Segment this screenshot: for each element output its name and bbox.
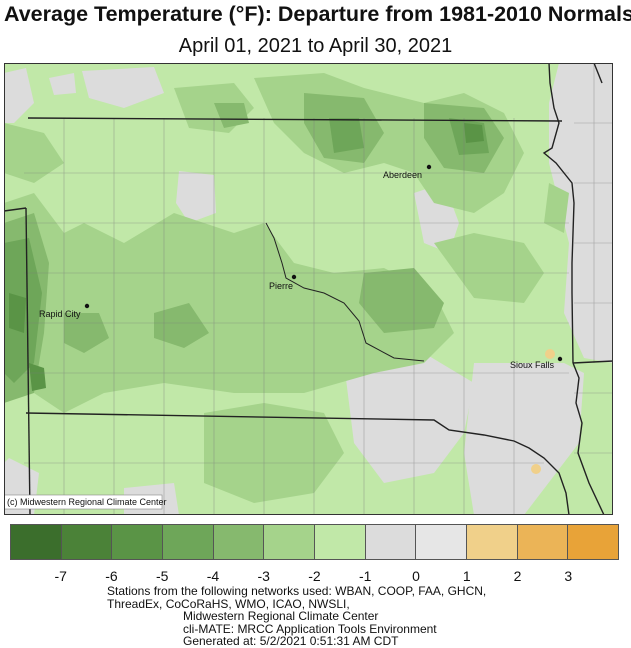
legend-swatch — [112, 525, 164, 559]
legend-swatch — [517, 525, 569, 559]
near-normal-areas — [4, 63, 613, 515]
city-dot-pierre — [291, 274, 297, 280]
legend-swatch — [416, 525, 468, 559]
city-dot-sioux-falls — [557, 356, 563, 362]
legend-swatch — [365, 525, 417, 559]
city-label-pierre: Pierre — [269, 281, 293, 291]
city-label-sioux-falls: Sioux Falls — [510, 360, 555, 370]
legend-tick-label: -7 — [54, 568, 67, 584]
footer-line: Generated at: 5/2/2021 0:51:31 AM CDT — [183, 634, 399, 648]
color-legend — [10, 524, 619, 560]
footer-line: Midwestern Regional Climate Center — [183, 609, 379, 623]
map-frame — [4, 63, 613, 515]
legend-swatch — [568, 525, 619, 559]
legend-tick-label: -3 — [257, 568, 270, 584]
legend-tick-label: -2 — [308, 568, 321, 584]
county-boundaries — [24, 63, 613, 515]
map-title: Average Temperature (°F): Departure from… — [4, 2, 631, 26]
legend-swatch — [467, 525, 518, 559]
map-subtitle: April 01, 2021 to April 30, 2021 — [178, 35, 453, 57]
credit-text: (c) Midwestern Regional Climate Center — [7, 497, 167, 507]
legend-tick-label: -5 — [156, 568, 169, 584]
coldest-anomaly-areas — [9, 123, 484, 391]
legend-swatch — [163, 525, 214, 559]
legend-tick-label: 3 — [564, 568, 573, 584]
footer-notes: Stations from the following networks use… — [107, 585, 486, 648]
legend-tick-label: 0 — [412, 568, 420, 584]
legend-swatch — [11, 525, 62, 559]
credit-box — [4, 494, 163, 510]
legend-tick-label: 2 — [513, 568, 522, 584]
footer-line: cli-MATE: MRCC Application Tools Environ… — [183, 621, 437, 636]
warm-anomaly-areas — [531, 349, 555, 474]
city-label-rapid-city: Rapid City — [39, 309, 81, 319]
legend-tick-label: 1 — [462, 568, 471, 584]
city-dot-aberdeen — [426, 164, 432, 170]
legend-tick-label: -4 — [206, 568, 220, 584]
city-dot-rapid-city — [84, 303, 90, 309]
state-boundaries — [4, 63, 613, 515]
legend-swatch — [315, 525, 366, 559]
city-markers: Aberdeen Pierre Rapid City Sioux Falls — [39, 164, 563, 370]
missouri-river — [265, 222, 425, 362]
footer-line: ThreadEx, CoCoRaHS, WMO, ICAO, NWSLI, — [107, 596, 350, 611]
legend-swatch — [61, 525, 113, 559]
temperature-departure-map: Aberdeen Pierre Rapid City Sioux Falls (… — [4, 63, 613, 515]
legend-swatch — [213, 525, 265, 559]
city-label-aberdeen: Aberdeen — [383, 170, 422, 180]
footer-line: Stations from the following networks use… — [107, 584, 487, 598]
legend-swatch — [264, 525, 316, 559]
legend-tick-label: -6 — [105, 568, 118, 584]
legend-tick-label: -1 — [359, 568, 372, 584]
